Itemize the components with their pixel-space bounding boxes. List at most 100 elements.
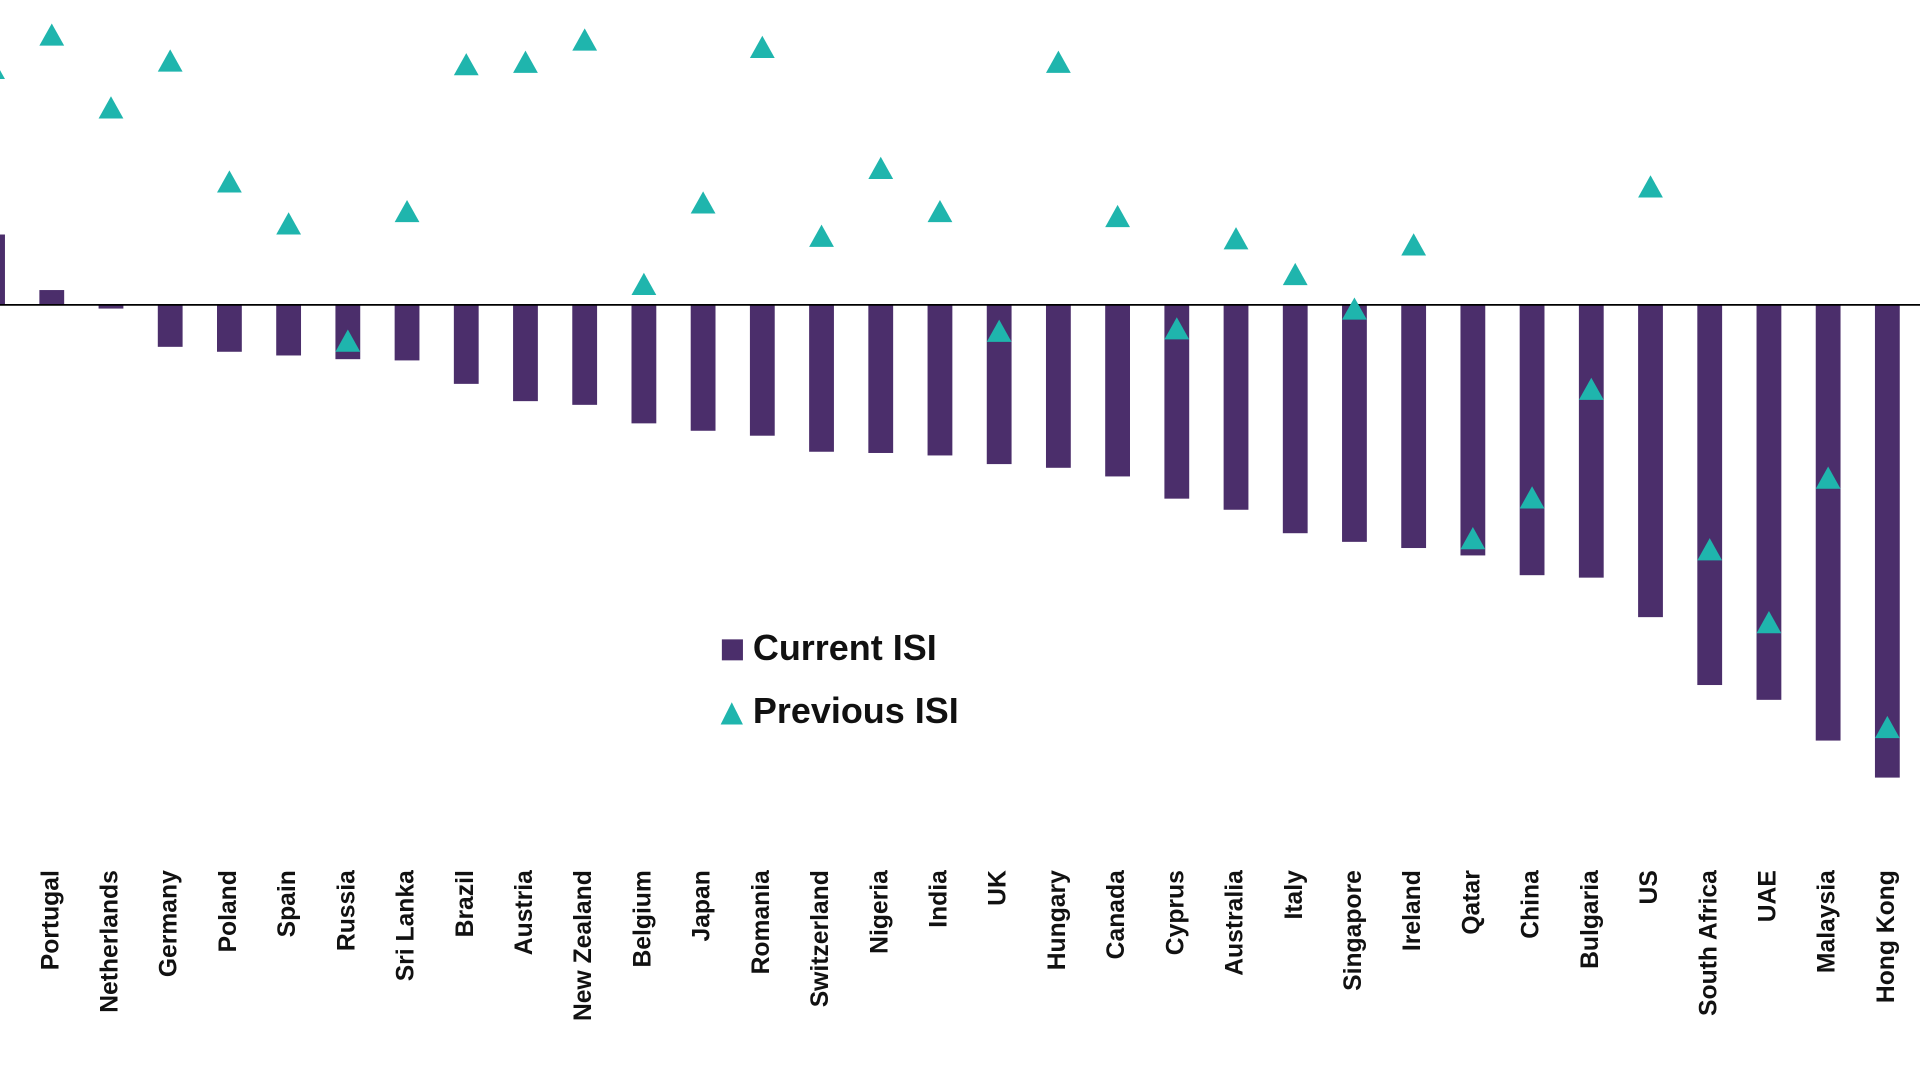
bar	[217, 304, 242, 352]
bar	[157, 304, 183, 347]
triangle-marker	[927, 199, 953, 223]
x-tick-label: Japan	[689, 870, 716, 941]
x-tick-label: New Zealand	[570, 870, 597, 1021]
x-tick-label: Poland	[215, 870, 242, 952]
bar	[927, 304, 953, 456]
bar	[868, 304, 894, 453]
triangle-marker	[1519, 486, 1545, 509]
x-tick-label: India	[925, 870, 952, 928]
triangle-marker	[749, 35, 775, 59]
triangle-marker	[1342, 297, 1367, 320]
bar	[1756, 304, 1782, 700]
triangle-marker	[1045, 50, 1071, 73]
legend-swatch	[721, 639, 743, 661]
x-tick-label: UAE	[1754, 870, 1781, 922]
x-tick-label: Singapore	[1340, 870, 1367, 991]
bar	[1815, 304, 1841, 741]
bar	[1638, 304, 1663, 618]
bar	[39, 290, 65, 305]
bar	[453, 304, 479, 384]
x-tick-label: South Africa	[1695, 870, 1722, 1016]
x-tick-label: Sri Lanka	[393, 870, 420, 981]
triangle-marker	[809, 224, 834, 247]
x-tick-label: France	[0, 870, 5, 951]
bar	[572, 304, 598, 405]
triangle-marker	[1223, 227, 1249, 250]
triangle-marker	[1401, 233, 1427, 256]
bar	[1578, 304, 1604, 578]
bar	[276, 304, 302, 356]
x-tick-label: Cyprus	[1162, 870, 1189, 955]
bar	[1105, 304, 1130, 477]
bar	[749, 304, 775, 436]
bar	[1519, 304, 1545, 576]
x-tick-label: Belgium	[629, 870, 656, 967]
x-tick-label: China	[1518, 870, 1545, 939]
triangle-marker	[1697, 538, 1723, 561]
x-tick-label: Portugal	[37, 870, 64, 970]
bar	[1045, 304, 1071, 468]
legend-swatch	[720, 702, 743, 725]
x-tick-label: Nigeria	[866, 870, 893, 954]
triangle-marker	[98, 96, 124, 119]
x-tick-label: Hungary	[1044, 870, 1071, 970]
triangle-marker	[572, 28, 598, 51]
x-tick-label: Brazil	[452, 870, 479, 937]
triangle-marker	[1756, 610, 1782, 634]
bar	[1282, 304, 1308, 534]
triangle-marker	[217, 170, 242, 193]
triangle-marker	[1874, 715, 1900, 739]
bar	[631, 304, 657, 424]
triangle-marker	[1578, 377, 1604, 400]
x-tick-label: Germany	[156, 870, 183, 977]
x-tick-label: Bulgaria	[1577, 870, 1604, 969]
triangle-marker	[1105, 204, 1130, 228]
triangle-marker	[335, 329, 361, 352]
x-tick-label: Canada	[1103, 870, 1130, 959]
legend-label: Previous ISI	[753, 691, 959, 731]
x-tick-label: Spain	[274, 870, 301, 937]
bar	[394, 304, 420, 361]
triangle-marker	[513, 50, 538, 73]
triangle-marker	[39, 23, 65, 46]
x-tick-label: Ireland	[1399, 870, 1426, 951]
bar	[513, 304, 538, 402]
triangle-marker	[1460, 527, 1486, 550]
triangle-marker	[394, 199, 420, 223]
bar	[809, 304, 834, 452]
bar	[1874, 304, 1900, 778]
bar	[690, 304, 716, 431]
bar	[1401, 304, 1427, 549]
triangle-marker	[276, 212, 302, 235]
bar	[1342, 304, 1367, 542]
triangle-marker	[1282, 262, 1308, 286]
triangle-marker	[1815, 466, 1841, 489]
triangle-marker	[1638, 175, 1663, 198]
bar	[0, 234, 5, 305]
x-tick-label: Switzerland	[807, 870, 834, 1007]
x-tick-label: US	[1636, 870, 1663, 904]
x-tick-label: Qatar	[1458, 870, 1485, 935]
legend-label: Current ISI	[753, 628, 937, 668]
triangle-marker	[1164, 317, 1190, 340]
x-tick-label: Netherlands	[96, 870, 123, 1013]
x-tick-label: Austria	[511, 870, 538, 955]
triangle-marker	[0, 70, 5, 79]
x-tick-label: Hong Kong	[1873, 870, 1900, 1003]
x-tick-label: Romania	[748, 870, 775, 974]
triangle-marker	[453, 53, 479, 76]
x-tick-label: UK	[985, 870, 1012, 906]
triangle-marker	[157, 49, 183, 72]
triangle-marker	[631, 272, 657, 295]
x-tick-label: Russia	[333, 870, 360, 951]
x-tick-label: Australia	[1222, 870, 1249, 976]
x-tick-label: Italy	[1281, 870, 1308, 920]
bar	[1223, 304, 1249, 510]
triangle-marker	[690, 191, 716, 214]
x-tick-label: Malaysia	[1814, 870, 1841, 973]
bar	[1697, 304, 1723, 686]
bar	[1460, 304, 1486, 556]
triangle-marker	[868, 156, 894, 179]
